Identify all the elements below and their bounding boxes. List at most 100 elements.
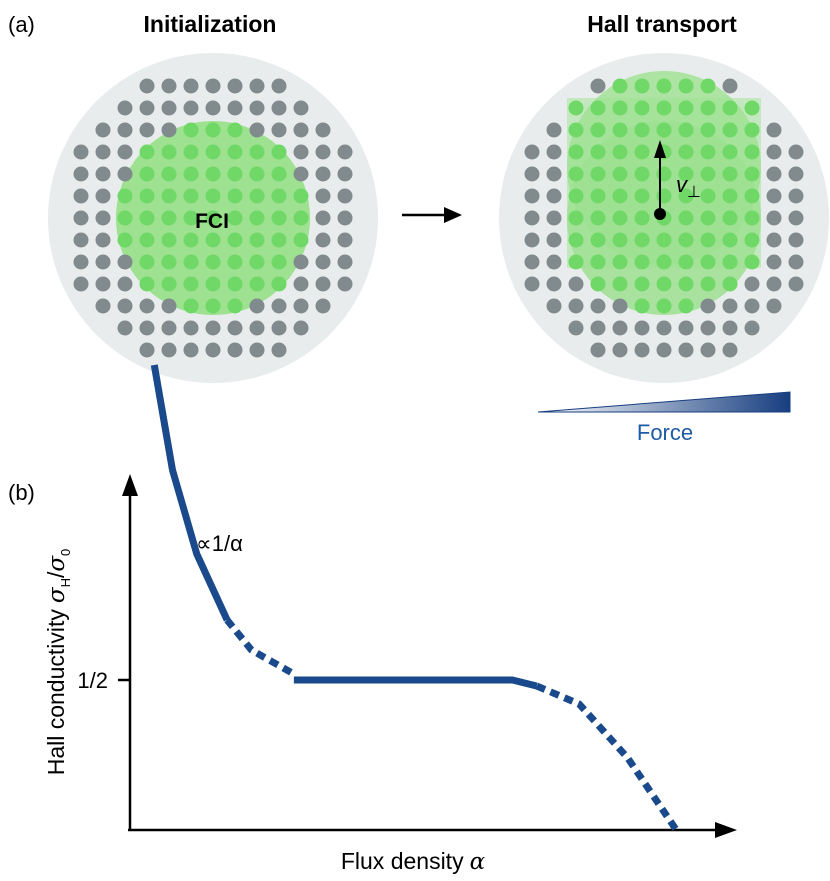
atom-dot — [744, 122, 760, 138]
atom-dot — [590, 210, 606, 226]
atom-dot — [634, 144, 650, 160]
atom-dot — [293, 210, 309, 226]
atom-dot — [612, 144, 628, 160]
atom-dot — [73, 188, 89, 204]
atom-dot — [139, 276, 155, 292]
atom-dot — [546, 144, 562, 160]
atom-dot — [139, 100, 155, 116]
atom-dot — [744, 298, 760, 314]
atom-dot — [337, 144, 353, 160]
atom-dot — [744, 100, 760, 116]
atom-dot — [293, 276, 309, 292]
atom-dot — [117, 210, 133, 226]
panel-a: (a) Initialization Hall transport FCI — [8, 11, 829, 445]
atom-dot — [139, 254, 155, 270]
atom-dot — [678, 188, 694, 204]
atom-dot — [161, 254, 177, 270]
x-axis-arrowhead — [715, 822, 737, 838]
atom-dot — [139, 232, 155, 248]
atom-dot — [788, 254, 804, 270]
atom-dot — [161, 100, 177, 116]
atom-dot — [656, 232, 672, 248]
atom-dot — [205, 122, 221, 138]
atom-dot — [205, 342, 221, 358]
atom-dot — [678, 254, 694, 270]
atom-dot — [700, 276, 716, 292]
atom-dot — [590, 166, 606, 182]
atom-dot — [700, 188, 716, 204]
atom-dot — [249, 320, 265, 336]
atom-dot — [788, 276, 804, 292]
atom-dot — [183, 100, 199, 116]
atom-dot — [95, 298, 111, 314]
atom-dot — [95, 276, 111, 292]
atom-dot — [700, 298, 716, 314]
atom-dot — [678, 276, 694, 292]
atom-dot — [205, 232, 221, 248]
atom-dot — [568, 276, 584, 292]
atom-dot — [612, 342, 628, 358]
atom-dot — [139, 188, 155, 204]
atom-dot — [700, 320, 716, 336]
atom-dot — [766, 298, 782, 314]
atom-dot — [161, 166, 177, 182]
atom-dot — [788, 188, 804, 204]
atom-dot — [788, 210, 804, 226]
atom-dot — [249, 210, 265, 226]
atom-dot — [766, 144, 782, 160]
atom-dot — [73, 276, 89, 292]
atom-dot — [546, 232, 562, 248]
atom-dot — [612, 254, 628, 270]
atom-dot — [766, 276, 782, 292]
atom-dot — [293, 254, 309, 270]
atom-dot — [227, 210, 243, 226]
atom-dot — [612, 122, 628, 138]
atom-dots-left — [73, 78, 353, 358]
atom-dot — [590, 320, 606, 336]
atom-dot — [524, 276, 540, 292]
atom-dot — [161, 342, 177, 358]
atom-dot — [271, 78, 287, 94]
atom-dot — [722, 166, 738, 182]
atom-dot — [183, 298, 199, 314]
curve-segment-dashed — [224, 617, 296, 678]
atom-dot — [634, 166, 650, 182]
atom-dot — [678, 342, 694, 358]
atom-dot — [139, 78, 155, 94]
atom-dot — [117, 254, 133, 270]
atom-dot — [722, 100, 738, 116]
atom-dot — [700, 78, 716, 94]
atom-dot — [161, 144, 177, 160]
atom-dot — [722, 188, 738, 204]
velocity-arrow — [654, 140, 666, 220]
atom-dot — [271, 122, 287, 138]
x-axis-label: Flux density α — [341, 848, 486, 875]
velocity-label: v⊥ — [676, 172, 701, 201]
atom-dot — [744, 320, 760, 336]
atom-dot — [139, 166, 155, 182]
atom-dot — [612, 276, 628, 292]
atom-dot — [95, 122, 111, 138]
atom-dot — [161, 320, 177, 336]
atom-dot — [139, 122, 155, 138]
atom-dot — [546, 210, 562, 226]
atom-dot — [73, 210, 89, 226]
atom-dot — [337, 276, 353, 292]
atom-dot — [722, 320, 738, 336]
atom-dot — [744, 232, 760, 248]
hall-transport-title: Hall transport — [587, 11, 737, 37]
atom-dot — [183, 210, 199, 226]
atom-dot — [249, 100, 265, 116]
atom-dot — [293, 320, 309, 336]
atom-dot — [634, 122, 650, 138]
atom-dot — [205, 188, 221, 204]
atom-dot — [612, 100, 628, 116]
atom-dot — [612, 166, 628, 182]
atom-dot — [293, 100, 309, 116]
atom-dot — [656, 342, 672, 358]
atom-dot — [700, 100, 716, 116]
atom-dot — [524, 254, 540, 270]
atom-dot — [227, 188, 243, 204]
atom-dot — [249, 144, 265, 160]
atom-dot — [590, 144, 606, 160]
